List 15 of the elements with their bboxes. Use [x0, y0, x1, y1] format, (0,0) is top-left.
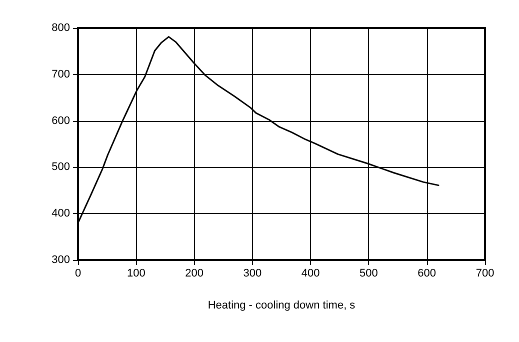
y-tick-label: 400	[52, 208, 70, 220]
y-tick-label: 800	[52, 22, 70, 34]
x-tick-label: 600	[418, 268, 436, 280]
x-tick-label: 300	[243, 268, 262, 280]
x-tick-label: 0	[74, 268, 82, 280]
y-tick-label: 500	[52, 161, 70, 174]
y-tick-label: 700	[52, 68, 70, 80]
x-axis-title: Heating - cooling down time, s	[208, 300, 356, 312]
x-tick-label: 100	[126, 268, 146, 280]
y-tick-label: 300	[52, 254, 70, 266]
x-tick-label: 700	[476, 268, 494, 280]
x-tick-label: 200	[185, 268, 204, 280]
x-tick-label: 500	[360, 268, 378, 280]
x-tick-label: 400	[301, 268, 320, 280]
y-tick-label: 600	[52, 114, 70, 127]
